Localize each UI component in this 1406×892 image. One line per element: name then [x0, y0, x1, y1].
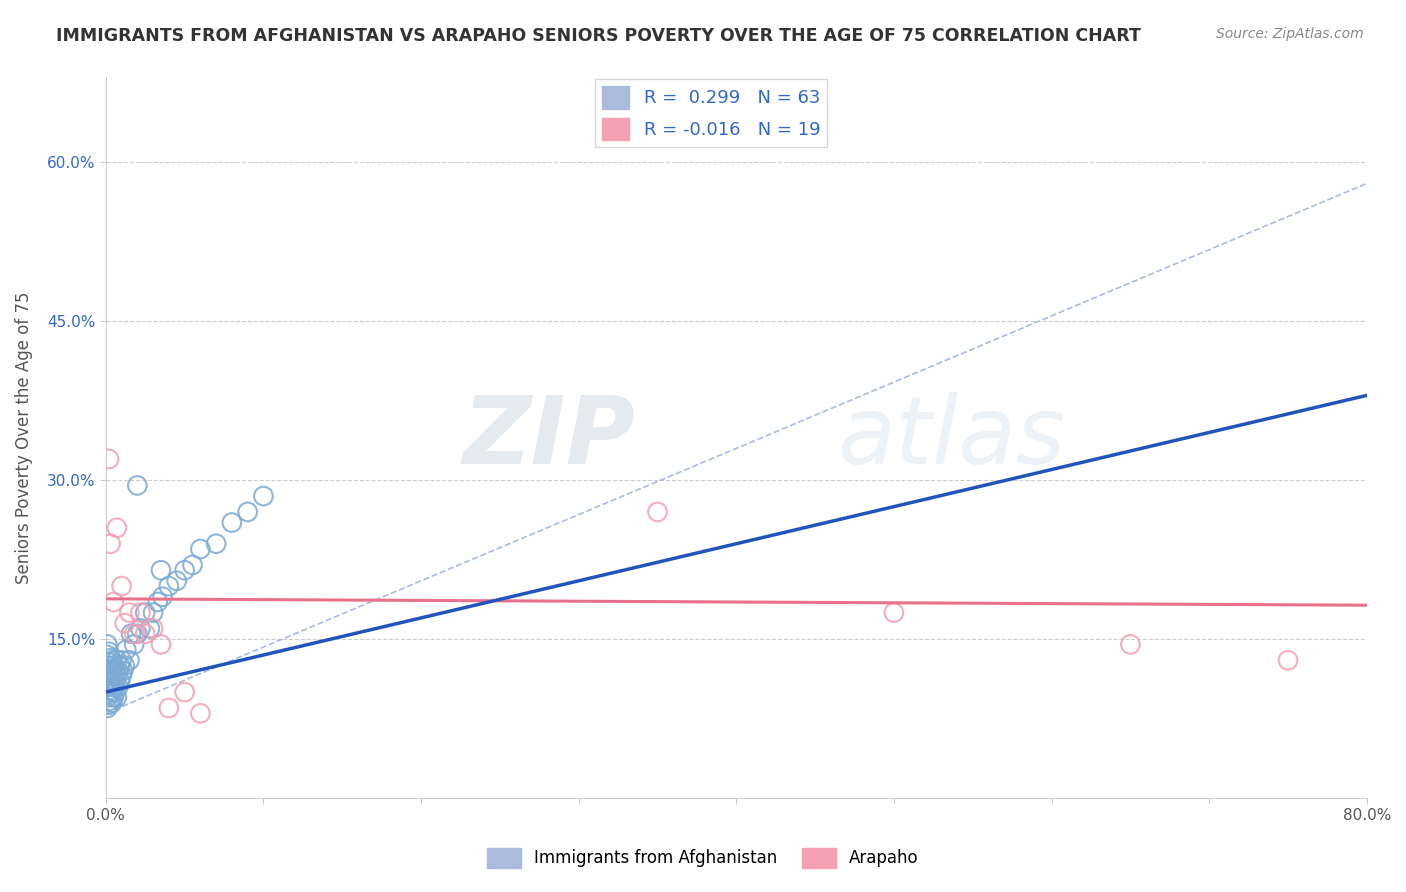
Point — [97, 698, 120, 712]
Point — [1119, 637, 1142, 651]
Point — [103, 690, 125, 705]
Legend: Immigrants from Afghanistan, Arapaho: Immigrants from Afghanistan, Arapaho — [481, 841, 925, 875]
Point — [105, 669, 128, 683]
Point — [97, 656, 120, 670]
Point — [110, 669, 132, 683]
Point — [190, 541, 212, 556]
Point — [157, 701, 180, 715]
Point — [122, 637, 145, 651]
Point — [127, 478, 149, 492]
Point — [142, 606, 165, 620]
Point — [166, 574, 188, 588]
Point — [97, 687, 120, 701]
Point — [173, 685, 195, 699]
Point — [127, 627, 149, 641]
Point — [129, 606, 152, 620]
Point — [100, 673, 122, 687]
Text: atlas: atlas — [837, 392, 1066, 483]
Point — [104, 674, 127, 689]
Point — [108, 674, 131, 689]
Point — [97, 645, 120, 659]
Point — [96, 680, 118, 694]
Point — [96, 637, 118, 651]
Point — [252, 489, 274, 503]
Point — [107, 680, 129, 694]
Point — [100, 662, 122, 676]
Point — [647, 505, 669, 519]
Point — [96, 648, 118, 662]
Point — [134, 627, 156, 641]
Point — [105, 521, 128, 535]
Point — [114, 616, 136, 631]
Point — [96, 701, 118, 715]
Point — [1277, 653, 1299, 667]
Point — [181, 558, 204, 572]
Text: IMMIGRANTS FROM AFGHANISTAN VS ARAPAHO SENIORS POVERTY OVER THE AGE OF 75 CORREL: IMMIGRANTS FROM AFGHANISTAN VS ARAPAHO S… — [56, 27, 1142, 45]
Point — [110, 653, 132, 667]
Point — [100, 651, 122, 665]
Point — [118, 653, 141, 667]
Point — [139, 622, 162, 636]
Point — [110, 579, 132, 593]
Point — [103, 595, 125, 609]
Point — [190, 706, 212, 721]
Y-axis label: Seniors Poverty Over the Age of 75: Seniors Poverty Over the Age of 75 — [15, 292, 32, 584]
Point — [118, 606, 141, 620]
Point — [122, 627, 145, 641]
Point — [97, 452, 120, 467]
Point — [96, 658, 118, 673]
Point — [205, 537, 228, 551]
Point — [157, 579, 180, 593]
Point — [101, 696, 124, 710]
Point — [105, 653, 128, 667]
Legend: R =  0.299   N = 63, R = -0.016   N = 19: R = 0.299 N = 63, R = -0.016 N = 19 — [595, 79, 827, 147]
Point — [96, 669, 118, 683]
Point — [173, 563, 195, 577]
Point — [105, 690, 128, 705]
Point — [97, 676, 120, 690]
Text: Source: ZipAtlas.com: Source: ZipAtlas.com — [1216, 27, 1364, 41]
Point — [107, 664, 129, 678]
Point — [883, 606, 905, 620]
Point — [104, 664, 127, 678]
Point — [149, 563, 172, 577]
Point — [134, 606, 156, 620]
Point — [129, 622, 152, 636]
Point — [100, 693, 122, 707]
Point — [120, 627, 142, 641]
Point — [104, 685, 127, 699]
Point — [97, 665, 120, 680]
Point — [221, 516, 243, 530]
Point — [149, 637, 172, 651]
Point — [96, 690, 118, 705]
Point — [101, 674, 124, 689]
Point — [103, 658, 125, 673]
Point — [146, 595, 169, 609]
Point — [103, 669, 125, 683]
Point — [100, 683, 122, 698]
Point — [152, 590, 174, 604]
Point — [101, 664, 124, 678]
Point — [114, 658, 136, 673]
Point — [236, 505, 259, 519]
Point — [100, 537, 122, 551]
Text: ZIP: ZIP — [463, 392, 636, 483]
Point — [101, 685, 124, 699]
Point — [115, 642, 138, 657]
Point — [101, 653, 124, 667]
Point — [108, 658, 131, 673]
Point — [112, 664, 135, 678]
Point — [142, 622, 165, 636]
Point — [103, 680, 125, 694]
